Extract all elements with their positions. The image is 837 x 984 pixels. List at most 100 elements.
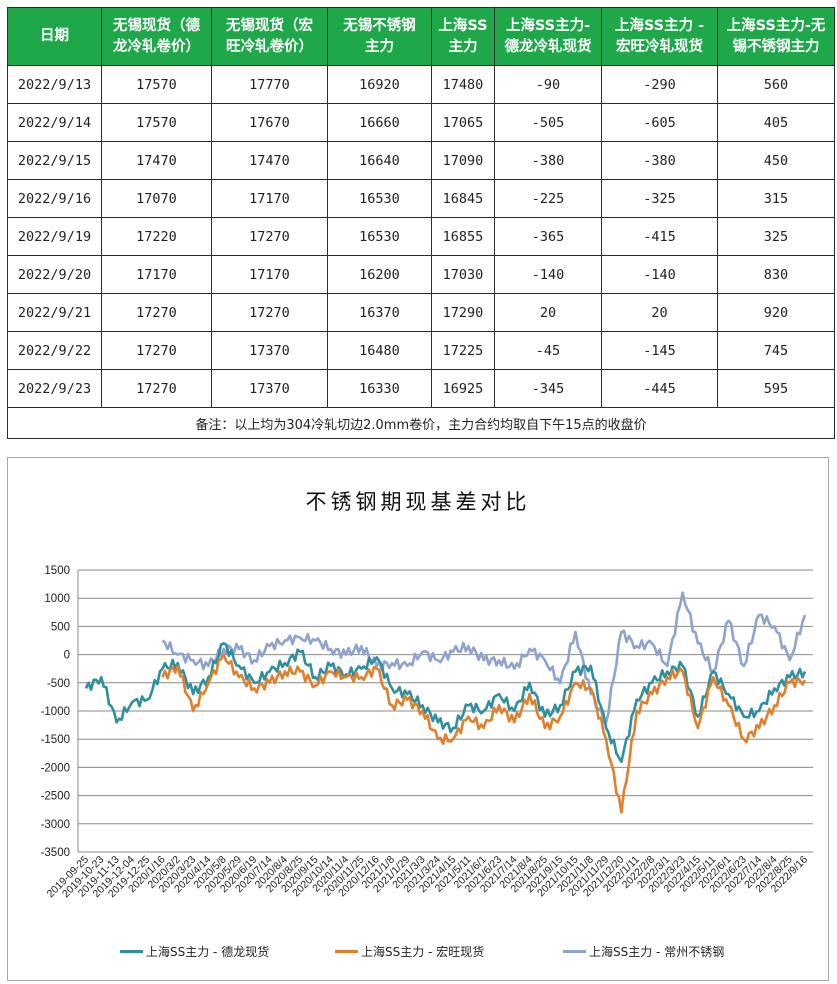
table-cell: -505 bbox=[494, 103, 602, 142]
table-cell: 17770 bbox=[211, 65, 328, 104]
y-tick-label: -1500 bbox=[41, 734, 70, 746]
table-cell: 595 bbox=[717, 369, 835, 408]
table-cell: 16480 bbox=[327, 331, 432, 370]
table-cell: 17570 bbox=[101, 103, 212, 142]
table-cell: 17370 bbox=[211, 369, 328, 408]
table-cell: 17470 bbox=[211, 141, 328, 180]
legend-item-hongwang: 上海SS主力 - 宏旺现货 bbox=[335, 943, 484, 960]
column-header-line: 无锡不锈钢 bbox=[343, 17, 416, 34]
column-header: 上海SS 主力 bbox=[431, 7, 495, 66]
note-row: 备注：以上均为304冷轧切边2.0mm卷价，主力合约均取自下午15点的收盘价 bbox=[7, 407, 835, 439]
y-tick-label: -2500 bbox=[41, 791, 70, 803]
table-cell: -415 bbox=[601, 217, 718, 256]
table-cell: 17070 bbox=[101, 179, 212, 218]
table-cell: 17480 bbox=[431, 65, 495, 104]
chart-legend: 上海SS主力 - 德龙现货 上海SS主力 - 宏旺现货 上海SS主力 - 常州不… bbox=[8, 943, 828, 963]
table-cell: -140 bbox=[601, 255, 718, 294]
table-cell: 2022/9/21 bbox=[7, 293, 102, 332]
table-cell: -365 bbox=[494, 217, 602, 256]
table-cell: 315 bbox=[717, 179, 835, 218]
table-cell: 17170 bbox=[211, 179, 328, 218]
column-header-line: 锡不锈钢主力 bbox=[732, 38, 820, 55]
y-tick-label: 1500 bbox=[44, 565, 70, 577]
y-tick-label: 1000 bbox=[44, 593, 70, 605]
table-cell: 16845 bbox=[431, 179, 495, 218]
legend-label-changzhou: 上海SS主力 - 常州不锈钢 bbox=[589, 945, 725, 959]
table-cell: 830 bbox=[717, 255, 835, 294]
table-cell: 16530 bbox=[327, 179, 432, 218]
column-header: 上海SS主力 - 宏旺冷轧现货 bbox=[601, 7, 718, 66]
table-row: 2022/9/15 17470 17470 16640 17090 -380 -380 450 bbox=[7, 141, 835, 180]
legend-item-delong: 上海SS主力 - 德龙现货 bbox=[120, 943, 269, 960]
table-cell: -45 bbox=[494, 331, 602, 370]
table-row: 2022/9/16 17070 17170 16530 16845 -225 -325 315 bbox=[7, 179, 835, 218]
table-cell: 325 bbox=[717, 217, 835, 256]
table-cell: 2022/9/20 bbox=[7, 255, 102, 294]
table-cell: 20 bbox=[494, 293, 602, 332]
column-header-line: 上海SS主力- bbox=[505, 17, 591, 34]
table-cell: 16530 bbox=[327, 217, 432, 256]
column-header-line: 上海SS主力 - bbox=[614, 17, 705, 34]
y-tick-label: 0 bbox=[64, 650, 70, 662]
column-header-line: 主力 bbox=[365, 38, 394, 55]
column-header-line: 宏旺冷轧现货 bbox=[616, 38, 703, 55]
table-cell: 405 bbox=[717, 103, 835, 142]
table-cell: 17290 bbox=[431, 293, 495, 332]
table-row: 2022/9/14 17570 17670 16660 17065 -505 -605 405 bbox=[7, 103, 835, 142]
table-cell: 16660 bbox=[327, 103, 432, 142]
table-cell: 560 bbox=[717, 65, 835, 104]
table-cell: 2022/9/13 bbox=[7, 65, 102, 104]
y-tick-label: -500 bbox=[47, 678, 70, 690]
table-cell: 17670 bbox=[211, 103, 328, 142]
table-body: 2022/9/13 17570 17770 16920 17480 -90 -290 560 2… bbox=[7, 65, 835, 439]
table-cell: -225 bbox=[494, 179, 602, 218]
y-tick-label: -2000 bbox=[41, 762, 70, 774]
table-row: 2022/9/22 17270 17370 16480 17225 -45 -145 745 bbox=[7, 331, 835, 370]
table-note: 备注：以上均为304冷轧切边2.0mm卷价，主力合约均取自下午15点的收盘价 bbox=[7, 407, 835, 439]
column-header-line: 上海SS bbox=[438, 17, 488, 34]
y-tick-label: -1000 bbox=[41, 706, 70, 718]
column-header-line: 无锡现货（宏 bbox=[226, 17, 313, 34]
column-header: 日期 bbox=[7, 7, 102, 66]
table-cell: -380 bbox=[494, 141, 602, 180]
table-cell: 17270 bbox=[211, 293, 328, 332]
table-cell: 17270 bbox=[101, 331, 212, 370]
column-header: 无锡现货（德 龙冷轧卷价） bbox=[101, 7, 212, 66]
table-cell: -605 bbox=[601, 103, 718, 142]
table-cell: -445 bbox=[601, 369, 718, 408]
table-cell: 17220 bbox=[101, 217, 212, 256]
table-cell: -325 bbox=[601, 179, 718, 218]
table-cell: 17030 bbox=[431, 255, 495, 294]
table-row: 2022/9/23 17270 17370 16330 16925 -345 -445 595 bbox=[7, 369, 835, 408]
column-header-line: 旺冷轧卷价） bbox=[226, 38, 313, 55]
table-cell: 2022/9/22 bbox=[7, 331, 102, 370]
table-cell: -140 bbox=[494, 255, 602, 294]
table-cell: 16925 bbox=[431, 369, 495, 408]
table-cell: 2022/9/15 bbox=[7, 141, 102, 180]
table-row: 2022/9/19 17220 17270 16530 16855 -365 -415 325 bbox=[7, 217, 835, 256]
table-cell: 17270 bbox=[211, 217, 328, 256]
table-cell: 745 bbox=[717, 331, 835, 370]
table-cell: 17090 bbox=[431, 141, 495, 180]
table-cell: 2022/9/19 bbox=[7, 217, 102, 256]
table-cell: 17170 bbox=[101, 255, 212, 294]
table-cell: -380 bbox=[601, 141, 718, 180]
chart-frame: 不锈钢期现基差对比 1500 1000 500 0 -500 -1000 -1500 -200… bbox=[7, 457, 829, 981]
table-cell: 17170 bbox=[211, 255, 328, 294]
table-header-row: 日期 无锡现货（德 龙冷轧卷价） 无锡现货（宏 旺冷轧卷价） 无锡不锈钢 主力 上海SS 主力上… bbox=[7, 7, 835, 66]
table-cell: 17270 bbox=[101, 293, 212, 332]
column-header: 无锡不锈钢 主力 bbox=[327, 7, 432, 66]
table-cell: 450 bbox=[717, 141, 835, 180]
table-row: 2022/9/13 17570 17770 16920 17480 -90 -290 560 bbox=[7, 65, 835, 104]
chart-title: 不锈钢期现基差对比 bbox=[305, 490, 531, 514]
table-cell: 16855 bbox=[431, 217, 495, 256]
y-tick-label: -3000 bbox=[41, 819, 70, 831]
table-cell: -345 bbox=[494, 369, 602, 408]
table-cell: 20 bbox=[601, 293, 718, 332]
legend-label-hongwang: 上海SS主力 - 宏旺现货 bbox=[361, 945, 485, 959]
table-cell: -145 bbox=[601, 331, 718, 370]
legend-swatch-delong bbox=[120, 950, 143, 953]
table-cell: -290 bbox=[601, 65, 718, 104]
table-cell: 16330 bbox=[327, 369, 432, 408]
column-header: 无锡现货（宏 旺冷轧卷价） bbox=[211, 7, 328, 66]
